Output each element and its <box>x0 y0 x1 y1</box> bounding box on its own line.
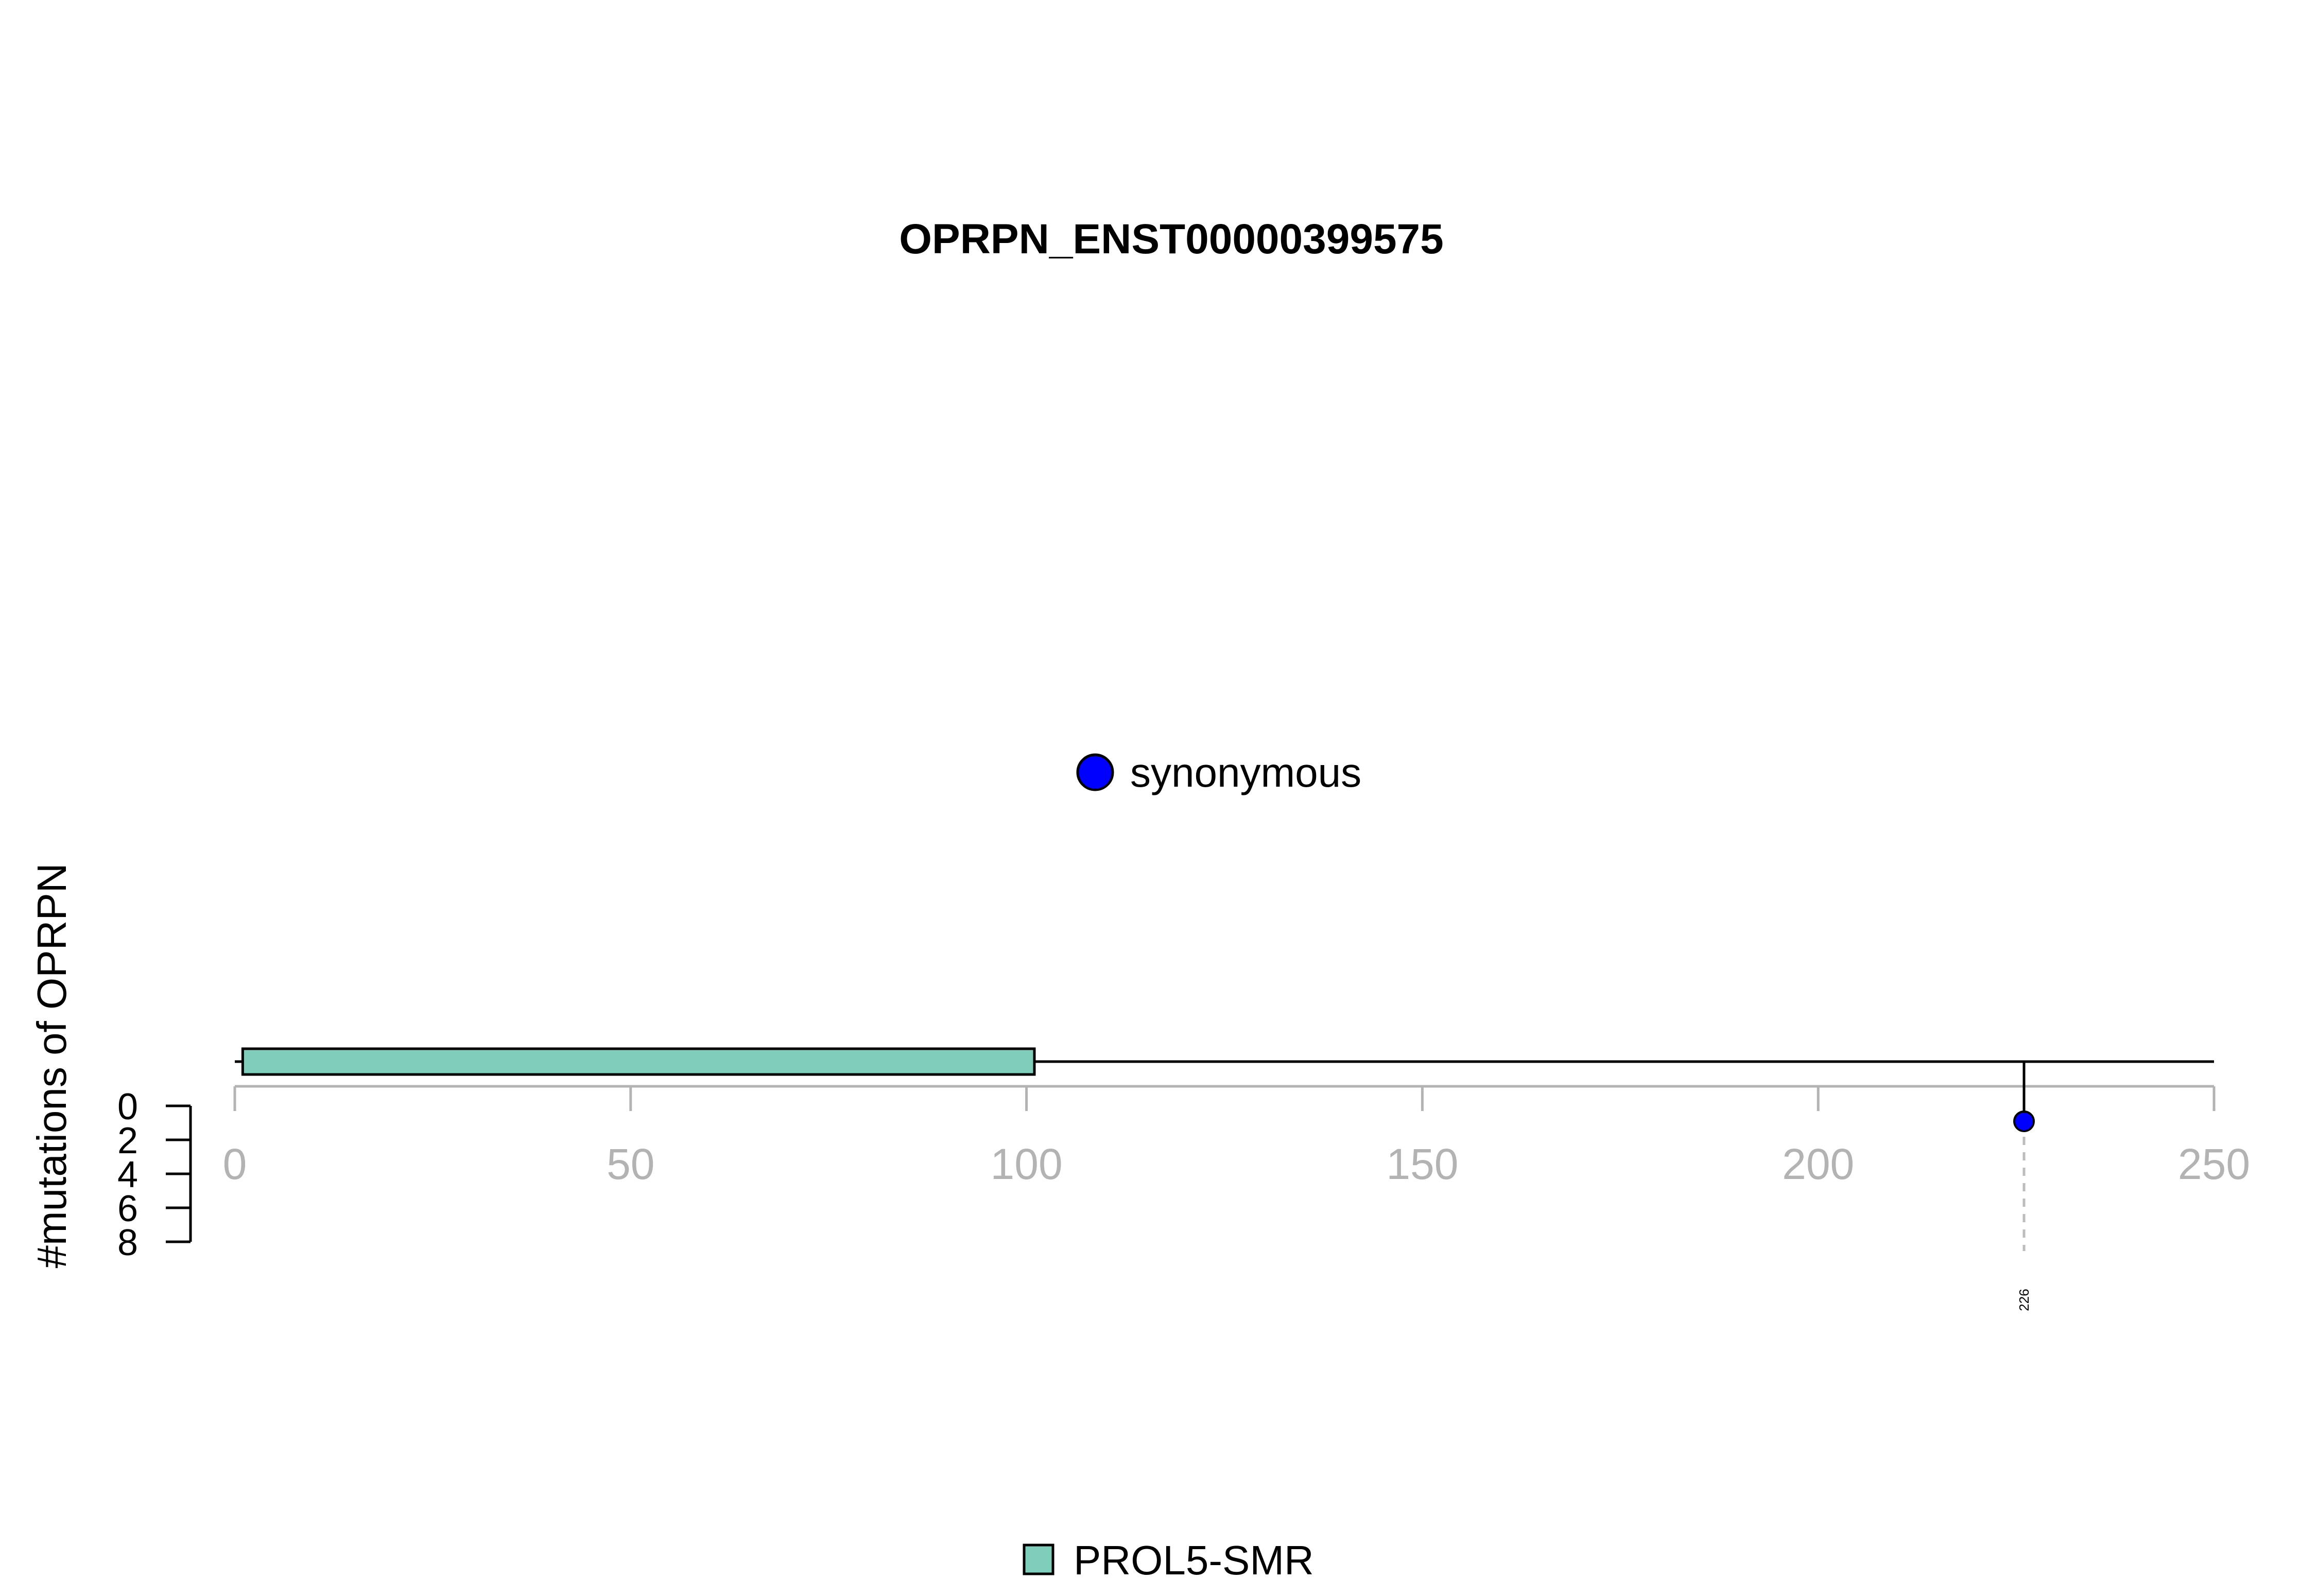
y-axis-label: #mutations of OPRPN <box>29 863 75 1269</box>
domain-legend: PROL5-SMR <box>1023 1537 1314 1583</box>
mutation-legend: synonymous <box>1076 750 1361 795</box>
y-tick-label: 2 <box>117 1120 138 1161</box>
protein-track <box>235 1047 2214 1076</box>
x-axis: 0 50 100 150 200 250 <box>223 1085 2250 1188</box>
x-tick-label: 250 <box>2178 1140 2250 1188</box>
legend-swatch-prol5-smr <box>1023 1543 1054 1575</box>
x-tick-label: 200 <box>1782 1140 1854 1188</box>
mutation-position-label: 226 <box>2016 1289 2032 1311</box>
legend-label-prol5-smr: PROL5-SMR <box>1074 1537 1314 1583</box>
x-tick-label: 100 <box>991 1140 1063 1188</box>
y-tick-label: 8 <box>117 1222 138 1263</box>
legend-label-synonymous: synonymous <box>1130 750 1361 795</box>
x-tick-label: 150 <box>1386 1140 1458 1188</box>
chart-title: OPRPN_ENST00000399575 <box>899 216 1444 263</box>
domain-prol5-smr <box>241 1047 1036 1076</box>
x-tick-label: 50 <box>607 1140 654 1188</box>
y-tick-label: 6 <box>117 1188 138 1229</box>
y-tick-label: 0 <box>117 1086 138 1127</box>
mutation-point-synonymous <box>2013 1111 2035 1132</box>
legend-symbol-synonymous <box>1076 753 1114 791</box>
y-tick-label: 4 <box>117 1154 138 1195</box>
mutation-lollipops: 226 <box>2013 1062 2035 1311</box>
x-tick-label: 0 <box>223 1140 247 1188</box>
